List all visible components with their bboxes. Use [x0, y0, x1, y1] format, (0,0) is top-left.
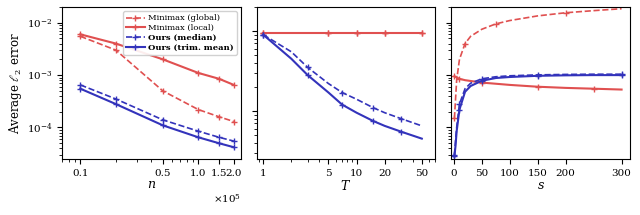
X-axis label: $s$: $s$ [536, 179, 545, 192]
X-axis label: $n$: $n$ [147, 178, 156, 191]
X-axis label: $T$: $T$ [340, 179, 351, 193]
Text: $\times10^5$: $\times10^5$ [213, 192, 241, 205]
Y-axis label: Average $\ell_2$ error: Average $\ell_2$ error [7, 32, 24, 134]
Legend: Minimax (global), Minimax (local), Ours (median), Ours (trim. mean): Minimax (global), Minimax (local), Ours … [123, 11, 237, 55]
